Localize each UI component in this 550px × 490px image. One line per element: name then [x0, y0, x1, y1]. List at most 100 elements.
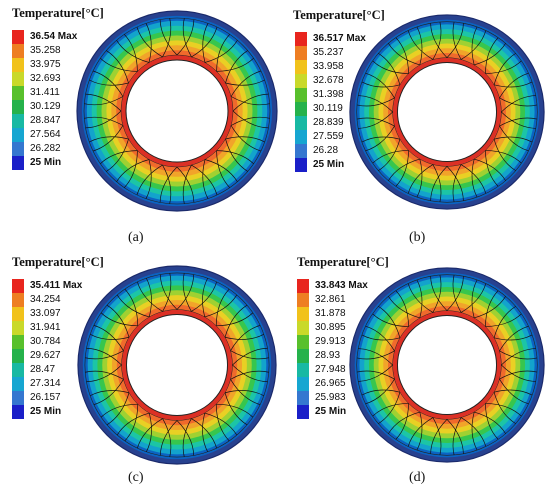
legend-value: 30.119: [313, 103, 343, 114]
legend-swatch: [297, 293, 309, 307]
legend-swatch: [12, 114, 24, 128]
legend-swatch: [295, 74, 307, 88]
legend-swatch: [12, 128, 24, 142]
legend-value: 27.948: [315, 364, 346, 375]
legend-swatch: [12, 58, 24, 72]
legend-value: 35.237: [313, 47, 344, 58]
legend-value: 25 Min: [30, 406, 62, 417]
legend-value: 30.895: [315, 322, 346, 333]
panel-c: Temperature[°C] 35.411 Max 34.254 33.097 31…: [0, 245, 277, 490]
legend-value: 33.975: [30, 59, 61, 70]
legend-swatch: [295, 102, 307, 116]
legend-value: 31.398: [313, 89, 344, 100]
legend-swatch: [12, 30, 24, 44]
legend-swatch: [12, 72, 24, 86]
legend-value: 32.693: [30, 73, 61, 84]
tire-temperature-contour: [77, 265, 277, 465]
legend-swatch: [12, 321, 24, 335]
legend-value: 33.958: [313, 61, 344, 72]
figure-caption: (d): [409, 470, 426, 485]
legend-value: 28.47: [30, 364, 56, 375]
legend-value: 35.411 Max: [30, 280, 83, 291]
tire-temperature-contour: [76, 10, 278, 212]
legend-value: 30.784: [30, 336, 61, 347]
mesh-lines: [356, 274, 538, 456]
legend-swatch: [12, 142, 24, 156]
mesh-lines: [356, 21, 538, 203]
legend-swatch: [295, 46, 307, 60]
mesh-lines: [85, 273, 269, 457]
legend-swatch: [295, 60, 307, 74]
legend-value: 36.54 Max: [30, 31, 78, 42]
legend-value: 32.678: [313, 75, 344, 86]
tire-temperature-contour: [349, 267, 545, 463]
legend-value: 26.282: [30, 143, 61, 154]
legend-swatch: [295, 32, 307, 46]
legend-value: 27.559: [313, 131, 344, 142]
legend-swatch: [297, 363, 309, 377]
panel-a: Temperature[°C] 36.54 Max 35.258 33.975 32.…: [0, 0, 278, 245]
figure-caption: (a): [128, 230, 144, 245]
legend-swatch: [297, 335, 309, 349]
legend-swatch: [297, 405, 309, 419]
figure-caption: (b): [409, 230, 426, 245]
rim-hole: [397, 62, 497, 162]
legend-value: 31.941: [30, 322, 61, 333]
legend-swatch: [295, 158, 307, 172]
legend-swatch: [12, 100, 24, 114]
legend-value: 29.627: [30, 350, 61, 361]
legend-title: Temperature[°C]: [293, 8, 385, 22]
legend-value: 25 Min: [313, 159, 345, 170]
legend-swatch: [295, 130, 307, 144]
legend-value: 36.517 Max: [313, 33, 366, 44]
legend-swatch: [12, 377, 24, 391]
legend-swatch: [297, 377, 309, 391]
legend-swatch: [295, 144, 307, 158]
legend-swatch: [12, 391, 24, 405]
legend-swatch: [297, 279, 309, 293]
legend-value: 26.28: [313, 145, 339, 156]
panel-b: Temperature[°C] 36.517 Max 35.237 33.958 32…: [275, 0, 550, 245]
legend-title: Temperature[°C]: [12, 6, 104, 20]
panel-d: Temperature[°C] 33.843 Max 32.861 31.878 30…: [275, 245, 550, 490]
legend-swatch: [297, 349, 309, 363]
legend-value: 28.847: [30, 115, 61, 126]
legend-swatch: [12, 405, 24, 419]
legend-value: 27.564: [30, 129, 61, 140]
legend-swatch: [295, 116, 307, 130]
legend-value: 32.861: [315, 294, 346, 305]
legend-swatch: [12, 335, 24, 349]
legend-swatch: [12, 293, 24, 307]
figure-caption: (c): [128, 470, 144, 485]
legend-value: 25 Min: [30, 157, 62, 168]
legend-swatch: [297, 307, 309, 321]
legend-swatch: [12, 86, 24, 100]
legend-swatch: [12, 349, 24, 363]
legend-value: 27.314: [30, 378, 61, 389]
legend-value: 26.965: [315, 378, 346, 389]
legend-value: 31.878: [315, 308, 346, 319]
legend-value: 29.913: [315, 336, 346, 347]
legend-value: 28.839: [313, 117, 344, 128]
rim-hole: [397, 315, 497, 415]
mesh-lines: [84, 18, 270, 204]
legend-swatch: [12, 307, 24, 321]
legend-value: 26.157: [30, 392, 61, 403]
legend-swatch: [12, 363, 24, 377]
legend-swatch: [297, 321, 309, 335]
legend-value: 30.129: [30, 101, 61, 112]
legend-value: 28.93: [315, 350, 341, 361]
legend-title: Temperature[°C]: [12, 255, 104, 269]
legend-swatch: [12, 279, 24, 293]
legend-swatch: [12, 44, 24, 58]
legend-swatch: [295, 88, 307, 102]
legend-title: Temperature[°C]: [297, 255, 389, 269]
rim-hole: [126, 314, 228, 416]
legend-value: 34.254: [30, 294, 61, 305]
legend-value: 33.843 Max: [315, 280, 368, 291]
legend-value: 25 Min: [315, 406, 347, 417]
legend-swatch: [297, 391, 309, 405]
legend-value: 35.258: [30, 45, 61, 56]
legend-value: 31.411: [30, 87, 60, 98]
rim-hole: [126, 60, 228, 162]
